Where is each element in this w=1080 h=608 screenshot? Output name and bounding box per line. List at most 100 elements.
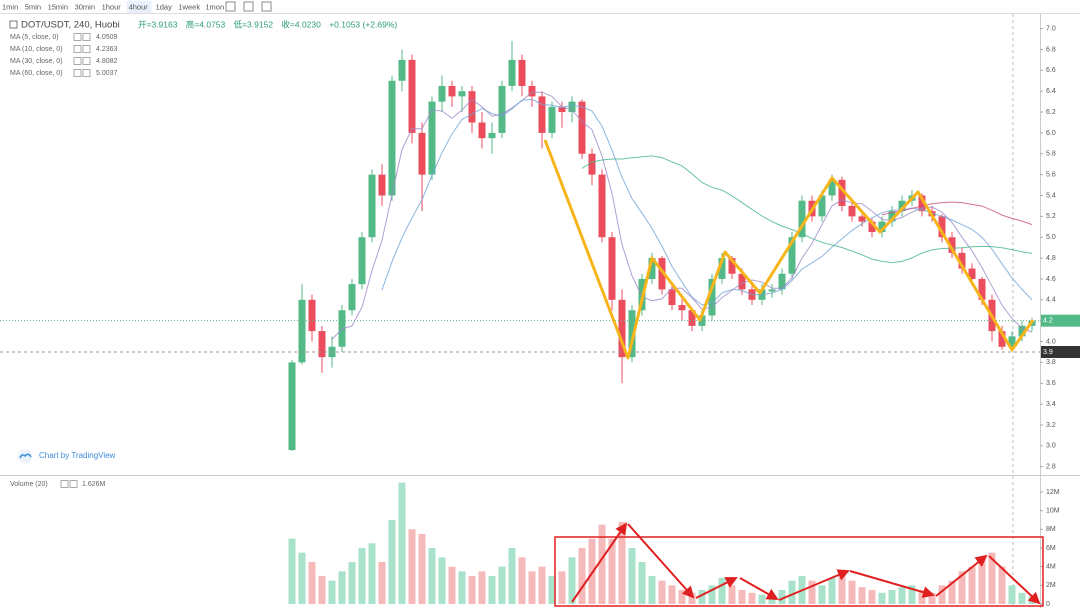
- ohlc-value: 开=3.9163: [138, 19, 178, 29]
- collapse-icon[interactable]: [9, 20, 18, 29]
- y-tick-label: 3.0: [1046, 443, 1056, 450]
- y-tick-label: 5.6: [1046, 171, 1056, 178]
- indicator-value: 5.0037: [96, 70, 118, 77]
- y-tick-label: 6.0: [1046, 130, 1056, 137]
- candle-body: [668, 289, 676, 306]
- volume-bar: [628, 547, 636, 604]
- y-tick-label: 3.4: [1046, 401, 1056, 408]
- icon[interactable]: [261, 1, 272, 12]
- candle-body: [648, 258, 656, 279]
- indicator-button[interactable]: [82, 69, 91, 77]
- volume-bar: [738, 589, 746, 604]
- candle-body: [818, 195, 826, 217]
- volume-bar: [338, 571, 346, 604]
- indicator-button[interactable]: [73, 45, 82, 53]
- y-tick-label: 6.6: [1046, 67, 1056, 74]
- volume-bar: [788, 580, 796, 604]
- active-tab: [126, 1, 152, 13]
- candle-body: [568, 101, 576, 113]
- volume-bar: [868, 589, 876, 604]
- indicator-button[interactable]: [60, 480, 69, 488]
- moving-average: [581, 155, 1033, 264]
- indicator-button[interactable]: [82, 45, 91, 53]
- y-tick-label: 2.8: [1046, 464, 1056, 471]
- volume-bar: [978, 557, 986, 604]
- volume-bar: [768, 596, 776, 604]
- volume-bar: [818, 585, 826, 604]
- volume-bar: [388, 519, 396, 604]
- candle-body: [788, 237, 796, 274]
- indicator-button[interactable]: [82, 33, 91, 41]
- price-tag: [1041, 314, 1080, 327]
- y-tick-label: 5.4: [1046, 192, 1056, 199]
- volume-bar: [708, 585, 716, 604]
- volume-bar: [778, 589, 786, 604]
- candle-body: [438, 85, 446, 102]
- interval-button[interactable]: 4hour: [129, 2, 149, 11]
- candle-body: [368, 174, 376, 238]
- volume-bar: [408, 529, 416, 604]
- volume-bar: [928, 592, 936, 604]
- indicator-button[interactable]: [82, 57, 91, 65]
- candle-body: [288, 362, 296, 451]
- volume-bar: [468, 575, 476, 604]
- interval-button[interactable]: 15min: [48, 2, 68, 11]
- interval-button[interactable]: 1mon: [205, 2, 224, 11]
- interval-button[interactable]: 30min: [75, 2, 95, 11]
- candle-body: [558, 106, 566, 113]
- candle-body: [738, 273, 746, 290]
- volume-bar: [588, 538, 596, 604]
- volume-arrows: [571, 522, 1041, 605]
- indicator-button[interactable]: [73, 57, 82, 65]
- indicator-button[interactable]: [69, 480, 78, 488]
- candle-body: [968, 268, 976, 279]
- icon[interactable]: [225, 1, 236, 12]
- y-tick-label: 7.0: [1046, 25, 1056, 32]
- volume-pane: 12M 10M 8M 6M 4M 2M 0 Volume (20) 1.626M: [10, 480, 1060, 608]
- candle-body: [448, 85, 456, 97]
- candle-body: [388, 80, 396, 196]
- indicator-button[interactable]: [73, 33, 82, 41]
- indicator-name: MA (5, close, 0): [10, 34, 59, 41]
- volume-bar: [518, 557, 526, 604]
- interval-button[interactable]: 1day: [156, 2, 173, 11]
- candle-body: [718, 258, 726, 279]
- volume-bar: [358, 547, 366, 604]
- candle-body: [378, 174, 386, 196]
- candle-body: [858, 216, 866, 222]
- candle-body: [358, 237, 366, 285]
- candle-body: [578, 101, 586, 154]
- volume-bar: [378, 561, 386, 604]
- indicator-button[interactable]: [73, 69, 82, 77]
- ohlc-value: +0.1053 (+2.69%): [329, 19, 397, 29]
- candle-body: [958, 252, 966, 269]
- indicator-value: 4.8082: [96, 58, 118, 65]
- candle-body: [618, 299, 626, 358]
- y-tick-label: 4.0: [1046, 338, 1056, 345]
- volume-bar: [528, 571, 536, 604]
- icon[interactable]: [243, 1, 254, 12]
- volume-bar: [838, 571, 846, 604]
- candle-body: [708, 278, 716, 316]
- candle-body: [468, 91, 476, 123]
- interval-button[interactable]: 5min: [25, 2, 41, 11]
- candle-body: [778, 273, 786, 290]
- volume-bar: [848, 580, 856, 604]
- volume-bar: [548, 575, 556, 604]
- volume-bar: [578, 547, 586, 604]
- interval-button[interactable]: 1min: [2, 2, 18, 11]
- volume-bar: [878, 592, 886, 604]
- interval-button[interactable]: 1week: [178, 2, 200, 11]
- y-tick-label: 0: [1046, 601, 1050, 608]
- price-tag-label: 4.2: [1043, 318, 1053, 325]
- indicator-value: 4.0509: [96, 34, 118, 41]
- candle-body: [688, 310, 696, 326]
- interval-button[interactable]: 1hour: [102, 2, 122, 11]
- candle-body: [798, 200, 806, 238]
- volume-bar: [568, 557, 576, 604]
- volume-bar: [508, 547, 516, 604]
- highlight-box: [554, 536, 1044, 607]
- volume-bar: [438, 557, 446, 604]
- candle-body: [588, 153, 596, 175]
